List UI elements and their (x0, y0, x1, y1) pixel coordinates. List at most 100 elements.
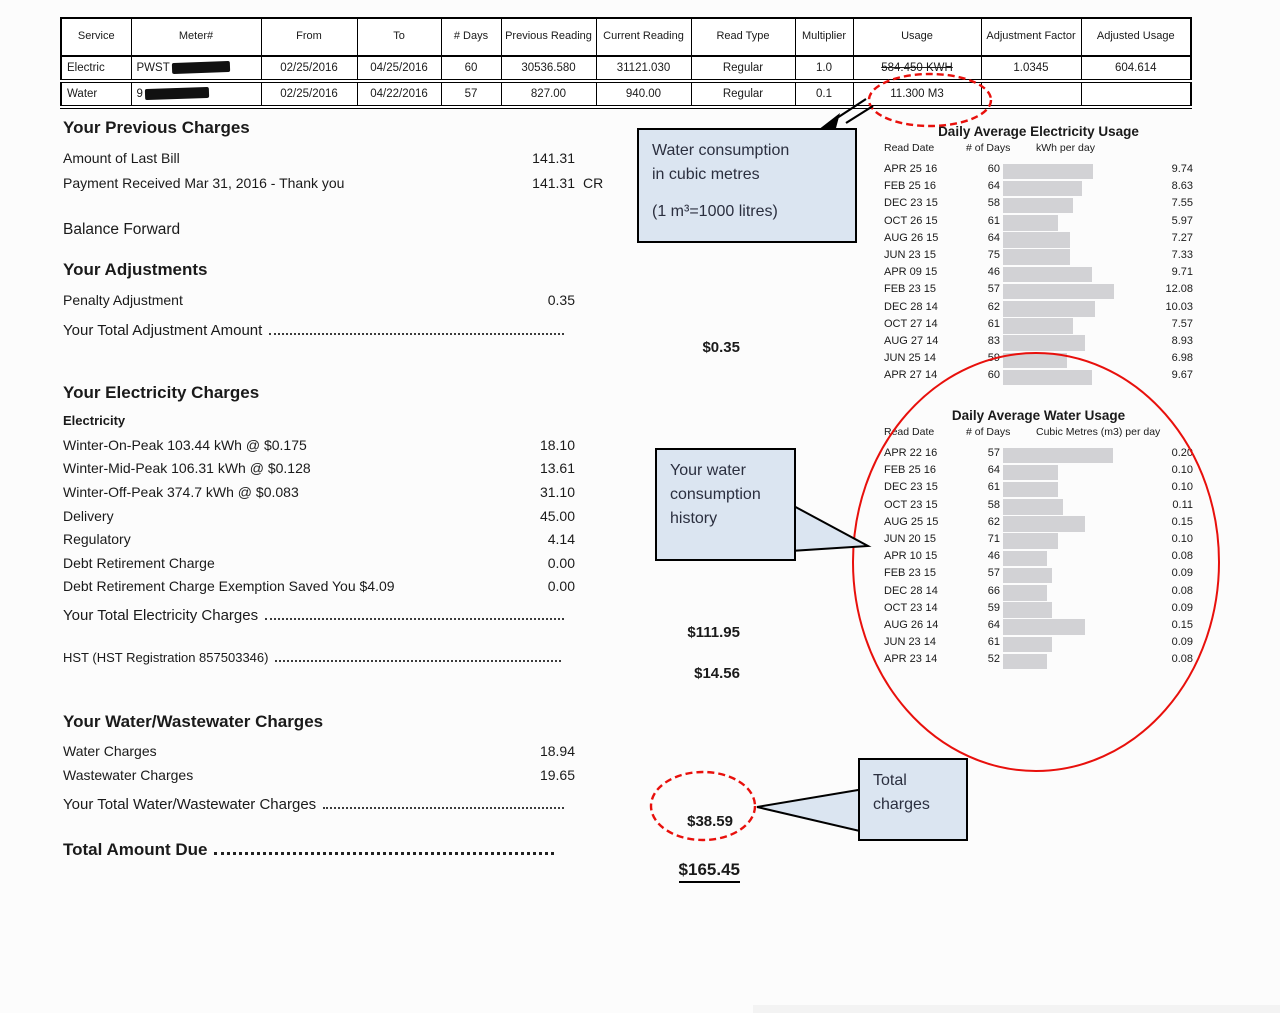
chart-row: AUG 26 14 64 0.15 (884, 619, 1193, 636)
read-date-value: JUN 25 14 (884, 352, 936, 365)
chart-row: OCT 23 15 58 0.11 (884, 499, 1193, 516)
usage-bar (1003, 653, 1047, 670)
read-date-value: AUG 27 14 (884, 334, 939, 347)
table-header-row: Service Meter# From To # Days Previous R… (60, 17, 1192, 57)
usage-bar (1003, 197, 1073, 214)
usage-bar (1003, 232, 1070, 248)
chart-row: AUG 26 15 64 7.27 (884, 232, 1193, 249)
callout-text: Your water (670, 462, 746, 479)
total-due-amount: $165.45 (678, 860, 740, 883)
water-adjustment-factor (980, 79, 1082, 108)
num-days-value: 61 (987, 214, 1000, 227)
read-date-value: AUG 26 14 (884, 618, 939, 631)
dotted-leader (214, 851, 554, 855)
charge-line: Amount of Last Bill 141.31 (63, 150, 753, 166)
water-service: Water (60, 79, 132, 108)
col-current-reading: Current Reading (595, 17, 692, 57)
balance-forward-label: Balance Forward (63, 221, 181, 238)
usage-bar (1003, 585, 1047, 601)
chart-row: FEB 23 15 57 12.08 (884, 283, 1193, 300)
dotted-leader (323, 806, 564, 809)
usage-bar (1003, 516, 1086, 532)
usage-bar (1003, 567, 1053, 584)
table-row-electric: Electric PWST 02/25/2016 04/25/2016 60 3… (60, 55, 1192, 82)
charge-label: Winter-On-Peak 103.44 kWh @ $0.175 (63, 437, 307, 453)
previous-charges-title: Your Previous Charges (63, 118, 250, 137)
electricity-subtitle: Electricity (63, 413, 126, 428)
bottom-edge-strip (753, 1005, 1280, 1013)
electric-usage-value: 584.450 KWH (881, 62, 953, 74)
water-usage-chart: Daily Average Water Usage Read Date # of… (884, 408, 1193, 670)
num-days-value: 59 (987, 601, 1000, 614)
col-days: # Days (440, 17, 502, 57)
chart-row: OCT 23 14 59 0.09 (884, 602, 1193, 619)
read-date-value: FEB 23 15 (884, 283, 936, 296)
read-date-value: APR 27 14 (884, 369, 938, 382)
charge-amount: 31.10 (539, 484, 575, 500)
usage-value: 7.33 (1171, 248, 1193, 261)
charge-amount: 0.35 (547, 292, 575, 308)
water-to-date: 04/22/2016 (356, 79, 442, 108)
read-date-value: OCT 23 15 (884, 498, 938, 511)
chart-row: AUG 25 15 62 0.15 (884, 516, 1193, 533)
chart-row: OCT 27 14 61 7.57 (884, 318, 1193, 335)
water-current-reading: 940.00 (595, 79, 692, 108)
hst-label: HST (HST Registration 857503346) (63, 650, 269, 665)
total-water-amount: $38.59 (687, 813, 733, 830)
num-days-value: 62 (987, 300, 1000, 313)
total-due-line: Total Amount Due $165.45 (63, 840, 753, 883)
electric-usage: 584.450 KWH (852, 55, 982, 82)
read-date-value: APR 09 15 (884, 266, 938, 279)
charge-label: Regulatory (63, 531, 131, 547)
table-row-water: Water 9 02/25/2016 04/22/2016 57 827.00 … (60, 79, 1192, 108)
charge-amount: 0.00 (547, 555, 575, 571)
charge-amount: 141.31 (532, 175, 575, 191)
usage-bar (1003, 464, 1058, 481)
charge-label: Penalty Adjustment (63, 292, 183, 308)
usage-bar (1003, 283, 1115, 300)
kwh-per-day-header: kWh per day (1036, 142, 1095, 154)
read-date-value: OCT 27 14 (884, 317, 938, 330)
read-date-value: DEC 23 15 (884, 481, 938, 494)
usage-value: 0.09 (1171, 636, 1193, 649)
num-days-value: 66 (987, 584, 1000, 597)
usage-value: 8.93 (1171, 334, 1193, 347)
electric-multiplier: 1.0 (794, 55, 854, 82)
usage-value: 8.63 (1171, 180, 1193, 193)
usage-bar (1003, 249, 1071, 265)
charge-line: Regulatory 4.14 (63, 531, 753, 547)
callout-tail-total (756, 787, 865, 834)
charge-label: Debt Retirement Charge Exemption Saved Y… (63, 578, 395, 594)
col-meter: Meter# (130, 17, 262, 57)
charge-line: Winter-Mid-Peak 106.31 kWh @ $0.128 13.6… (63, 460, 753, 476)
num-days-value: 61 (987, 481, 1000, 494)
total-label: Your Total Adjustment Amount (63, 322, 263, 339)
usage-value: 6.98 (1171, 352, 1193, 365)
num-days-header: # of Days (966, 426, 1011, 438)
electric-days: 60 (440, 55, 502, 82)
col-from: From (260, 17, 358, 57)
read-date-value: OCT 26 15 (884, 214, 938, 227)
callout-water-consumption-note: Water consumption in cubic metres (1 m³=… (637, 128, 857, 243)
usage-value: 0.09 (1171, 567, 1193, 580)
col-adjustment-factor: Adjustment Factor (980, 17, 1082, 57)
read-date-value: APR 23 14 (884, 653, 938, 666)
usage-value: 9.71 (1171, 266, 1193, 279)
usage-value: 9.67 (1171, 369, 1193, 382)
usage-bar (1003, 163, 1093, 179)
col-read-type: Read Type (690, 17, 796, 57)
dotted-leader (275, 659, 561, 662)
charge-line: Wastewater Charges 19.65 (63, 767, 753, 783)
usage-value: 0.10 (1171, 532, 1193, 545)
chart-row: APR 25 16 60 9.74 (884, 163, 1193, 180)
chart-row: APR 09 15 46 9.71 (884, 266, 1193, 283)
meter-readings-table: Service Meter# From To # Days Previous R… (60, 17, 1192, 109)
total-line: Your Total Electricity Charges $111.95 (63, 607, 753, 641)
num-days-value: 61 (987, 317, 1000, 330)
chart-rows: APR 22 16 57 0.20 FEB 25 16 64 0.10 DEC 23 15 6… (884, 447, 1193, 670)
charge-line: Payment Received Mar 31, 2016 - Thank yo… (63, 175, 753, 191)
chart-row: DEC 23 15 61 0.10 (884, 481, 1193, 498)
usage-value: 0.10 (1171, 481, 1193, 494)
num-days-value: 57 (987, 283, 1000, 296)
